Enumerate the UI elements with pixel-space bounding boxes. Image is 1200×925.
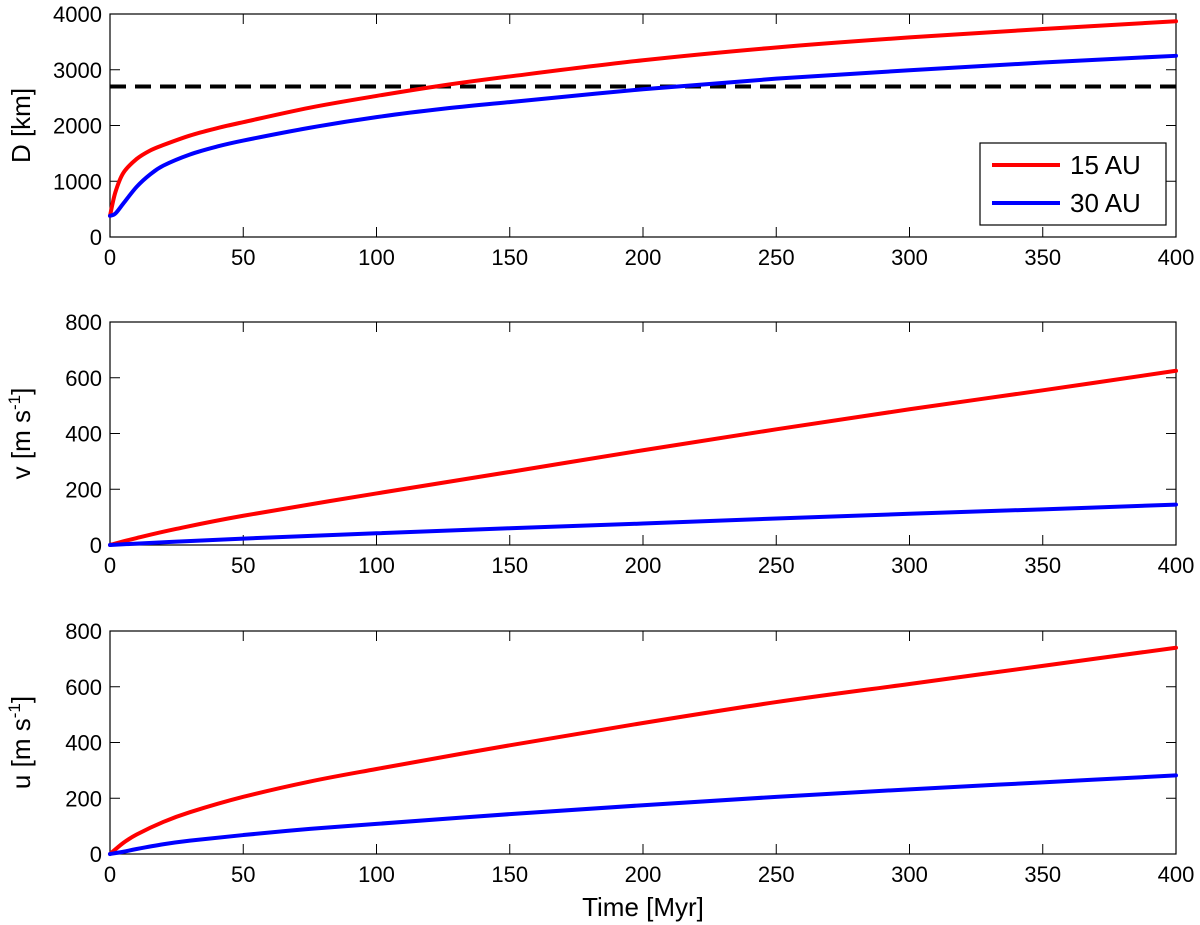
- y-tick-label: 1000: [53, 169, 102, 194]
- y-tick-label: 200: [65, 786, 102, 811]
- y-axis-label: D [km]: [6, 88, 36, 163]
- x-tick-label: 50: [231, 245, 255, 270]
- legend-label: 30 AU: [1070, 188, 1141, 218]
- x-tick-label: 300: [891, 862, 928, 887]
- y-axis-label-text: D [km]: [6, 88, 36, 163]
- x-tick-label: 0: [104, 862, 116, 887]
- y-tick-label: 600: [65, 675, 102, 700]
- y-tick-label: 400: [65, 731, 102, 756]
- y-tick-label: 4000: [53, 2, 102, 27]
- x-tick-label: 400: [1158, 553, 1195, 578]
- series-line-15-au: [108, 368, 1178, 547]
- y-tick-label: 0: [90, 533, 102, 558]
- y-axis-label-suffix: ]: [6, 388, 36, 395]
- y-axis-label: v [m s-1]: [5, 388, 36, 480]
- y-tick-label: 800: [65, 619, 102, 644]
- series-line-30-au: [108, 53, 1178, 218]
- y-tick-label: 0: [90, 225, 102, 250]
- x-tick-label: 250: [758, 553, 795, 578]
- x-tick-label: 300: [891, 245, 928, 270]
- y-axis-label-exponent: -1: [5, 703, 24, 718]
- legend-box: [979, 142, 1167, 226]
- x-tick-label: 350: [1024, 862, 1061, 887]
- plot-area: [109, 630, 1177, 855]
- series-line-30-au: [108, 773, 1178, 856]
- y-tick-label: 0: [90, 842, 102, 867]
- x-tick-label: 100: [358, 862, 395, 887]
- panel-middle: 0 50 100 150 200 250 300 350 400 0 200 400 600 800 v […: [5, 310, 1194, 578]
- x-tick-label: 50: [231, 862, 255, 887]
- y-tick-label: 2000: [53, 114, 102, 139]
- y-tick-label: 800: [65, 310, 102, 335]
- x-tick-label: 200: [625, 862, 662, 887]
- x-tick-label: 150: [491, 553, 528, 578]
- x-tick-label: 0: [104, 553, 116, 578]
- x-tick-label: 250: [758, 245, 795, 270]
- panel-top: 0 50 100 150 200 250 300 350 4000100020003000400…: [6, 2, 1194, 270]
- x-tick-label: 100: [358, 245, 395, 270]
- x-tick-label: 50: [231, 553, 255, 578]
- x-tick-label: 0: [104, 245, 116, 270]
- legend-label: 15 AU: [1070, 150, 1141, 180]
- x-tick-label: 200: [625, 553, 662, 578]
- panel-bottom: 0 50 100 150 200 250 300 350 400 0 200 400 600 800 u […: [5, 619, 1194, 922]
- y-tick-label: 400: [65, 422, 102, 447]
- y-axis-label-suffix: ]: [6, 696, 36, 703]
- series-line-30-au: [108, 502, 1178, 547]
- x-tick-label: 150: [491, 862, 528, 887]
- y-tick-label: 600: [65, 366, 102, 391]
- y-axis-label: u [m s-1]: [5, 696, 36, 789]
- x-tick-label: 200: [625, 245, 662, 270]
- series-line-15-au: [108, 645, 1178, 856]
- x-tick-label: 350: [1024, 245, 1061, 270]
- x-tick-label: 400: [1158, 862, 1195, 887]
- x-tick-label: 300: [891, 553, 928, 578]
- y-tick-label: 3000: [53, 58, 102, 83]
- x-tick-label: 400: [1158, 245, 1195, 270]
- y-axis-label-text: v [m s: [6, 410, 36, 479]
- legend: 15 AU 30 AU: [979, 142, 1167, 226]
- x-tick-label: 100: [358, 553, 395, 578]
- x-tick-label: 350: [1024, 553, 1061, 578]
- y-axis-label-exponent: -1: [5, 395, 24, 410]
- x-tick-label: 150: [491, 245, 528, 270]
- x-axis-label: Time [Myr]: [582, 892, 704, 922]
- x-tick-label: 250: [758, 862, 795, 887]
- series-line-15-au: [108, 19, 1178, 218]
- y-tick-label: 200: [65, 477, 102, 502]
- y-axis-label-text: u [m s: [6, 718, 36, 789]
